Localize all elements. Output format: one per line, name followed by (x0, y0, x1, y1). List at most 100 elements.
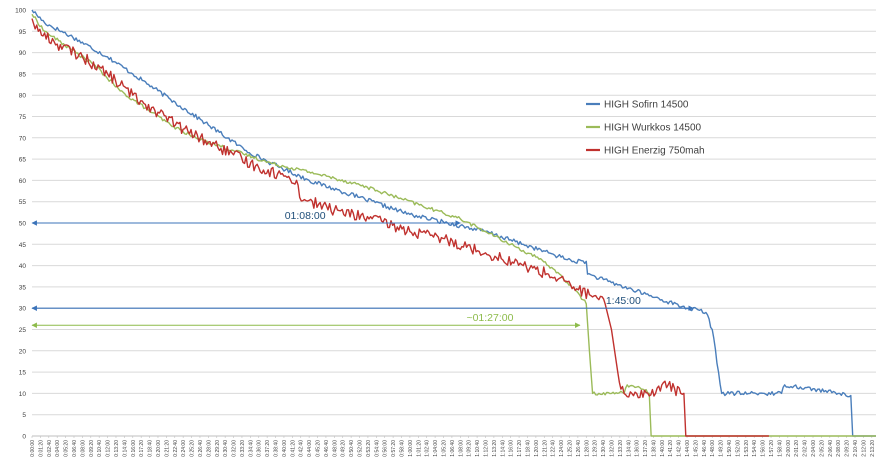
x-tick-label: 0:16:00 (131, 440, 137, 457)
x-tick-label: 1:32:00 (609, 440, 615, 457)
x-tick-label: 1:09:20 (467, 440, 473, 457)
x-tick-label: 0:17:20 (139, 440, 145, 457)
x-tick-label: 0:25:20 (190, 440, 196, 457)
x-tick-label: 2:05:20 (819, 440, 825, 457)
x-tick-label: 1:24:00 (559, 440, 565, 457)
series-line-3 (31, 18, 769, 437)
y-tick-label: 45 (19, 242, 27, 249)
x-tick-label: 0:50:40 (349, 440, 355, 457)
x-tick-label: 1:04:00 (433, 440, 439, 457)
x-tick-label: 1:54:40 (752, 440, 758, 457)
x-tick-label: 2:12:00 (861, 440, 867, 457)
x-tick-label: 2:10:40 (853, 440, 859, 457)
x-tick-label: 0:08:00 (80, 440, 86, 457)
legend-label: HIGH Sofirn 14500 (604, 100, 689, 111)
y-tick-label: 65 (19, 157, 27, 164)
y-tick-label: 10 (19, 391, 27, 398)
x-tick-label: 1:18:40 (525, 440, 531, 457)
annotation-label: ~01:27:00 (466, 312, 513, 324)
y-tick-label: 75 (19, 114, 27, 121)
x-tick-label: 0:42:40 (299, 440, 305, 457)
x-tick-label: 1:30:40 (601, 440, 607, 457)
x-tick-label: 1:14:40 (500, 440, 506, 457)
x-tick-label: 1:17:20 (517, 440, 523, 457)
x-tick-label: 1:12:00 (483, 440, 489, 457)
x-tick-label: 0:32:00 (232, 440, 238, 457)
x-tick-label: 0:36:00 (257, 440, 263, 457)
legend: HIGH Sofirn 14500 HIGH Wurkkos 14500 HIGH … (586, 100, 705, 157)
x-tick-label: 1:42:40 (677, 440, 683, 457)
x-tick-label: 0:40:00 (282, 440, 288, 457)
x-tick-label: 0:48:00 (332, 440, 338, 457)
x-tick-label: 0:53:20 (366, 440, 372, 457)
x-tick-label: 2:02:40 (803, 440, 809, 457)
x-tick-label: 0:49:20 (341, 440, 347, 457)
x-tick-label: 0:01:20 (38, 440, 44, 457)
x-tick-label: 1:00:00 (408, 440, 414, 457)
y-tick-label: 70 (19, 135, 27, 142)
x-axis: 0:00:00 0:01:20 0:02:40 0:04:00 0:05:20 0:06:… (30, 435, 876, 457)
y-tick-label: 90 (19, 50, 27, 57)
x-tick-label: 1:13:20 (492, 440, 498, 457)
x-tick-label: 1:46:40 (702, 440, 708, 457)
x-tick-label: 0:00:00 (30, 440, 36, 457)
annotations: 01:08:00 1:45:00 ~01:27:00 (31, 210, 694, 328)
annotation-label: 1:45:00 (606, 295, 641, 307)
x-tick-label: 0:05:20 (64, 440, 70, 457)
x-tick-label: 0:13:20 (114, 440, 120, 457)
x-tick-label: 2:08:00 (836, 440, 842, 457)
y-axis: 0 5 10 15 20 25 30 35 40 45 50 55 60 65 70 75 80 85 90 95 10… (15, 8, 26, 441)
x-tick-label: 1:28:00 (584, 440, 590, 457)
x-tick-label: 0:52:00 (358, 440, 364, 457)
x-tick-label: 0:21:20 (164, 440, 170, 457)
x-tick-label: 1:57:20 (769, 440, 775, 457)
x-tick-label: 1:05:20 (442, 440, 448, 457)
x-tick-label: 2:01:20 (794, 440, 800, 457)
x-tick-label: 0:22:40 (173, 440, 179, 457)
x-tick-label: 0:28:00 (206, 440, 212, 457)
x-tick-label: 0:18:40 (148, 440, 154, 457)
x-tick-label: 2:04:00 (811, 440, 817, 457)
y-tick-label: 20 (19, 348, 27, 355)
y-tick-label: 60 (19, 178, 27, 185)
x-tick-label: 0:56:00 (383, 440, 389, 457)
x-tick-label: 1:56:00 (761, 440, 767, 457)
legend-label: HIGH Enerzig 750mah (604, 146, 705, 157)
series-line-1 (31, 9, 876, 437)
x-tick-label: 0:29:20 (215, 440, 221, 457)
y-tick-label: 85 (19, 71, 27, 78)
x-tick-label: 0:20:00 (156, 440, 162, 457)
y-tick-label: 30 (19, 306, 27, 313)
x-tick-label: 0:06:40 (72, 440, 78, 457)
x-tick-label: 0:33:20 (240, 440, 246, 457)
x-tick-label: 0:44:00 (307, 440, 313, 457)
x-tick-label: 0:46:40 (324, 440, 330, 457)
x-tick-label: 1:48:00 (710, 440, 716, 457)
x-tick-label: 0:38:40 (274, 440, 280, 457)
y-tick-label: 5 (22, 412, 26, 419)
legend-label: HIGH Wurkkos 14500 (604, 123, 702, 134)
x-tick-label: 0:12:00 (106, 440, 112, 457)
x-tick-label: 0:57:20 (391, 440, 397, 457)
y-tick-label: 80 (19, 93, 27, 100)
x-tick-label: 1:20:00 (534, 440, 540, 457)
x-tick-label: 1:34:40 (626, 440, 632, 457)
x-tick-label: 2:06:40 (828, 440, 834, 457)
x-tick-label: 1:37:20 (643, 440, 649, 457)
x-tick-label: 1:36:00 (635, 440, 641, 457)
y-tick-label: 50 (19, 221, 27, 228)
x-tick-label: 1:38:40 (651, 440, 657, 457)
y-tick-label: 15 (19, 370, 27, 377)
x-tick-label: 0:26:40 (198, 440, 204, 457)
x-tick-label: 1:44:00 (685, 440, 691, 457)
x-tick-label: 1:53:20 (744, 440, 750, 457)
x-tick-label: 1:40:00 (660, 440, 666, 457)
x-tick-label: 0:54:40 (374, 440, 380, 457)
x-tick-label: 1:50:40 (727, 440, 733, 457)
x-tick-label: 1:21:20 (542, 440, 548, 457)
y-tick-label: 25 (19, 327, 27, 334)
x-tick-label: 0:58:40 (400, 440, 406, 457)
x-tick-label: 1:29:20 (593, 440, 599, 457)
